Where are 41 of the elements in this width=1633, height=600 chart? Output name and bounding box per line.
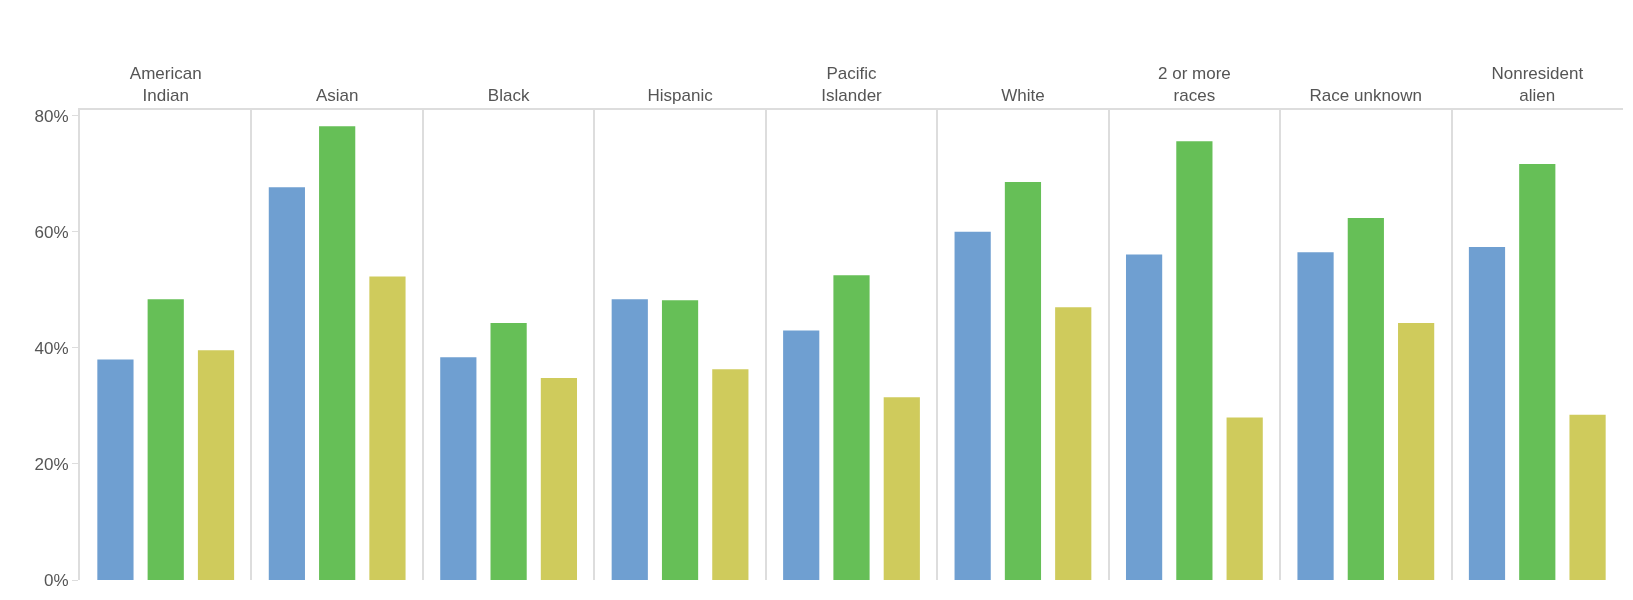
bar bbox=[1176, 141, 1213, 580]
y-tick-label: 20% bbox=[34, 454, 69, 474]
x-tick-label: Hispanic bbox=[647, 86, 714, 106]
x-tick-label: Race unknown bbox=[1309, 86, 1423, 106]
y-tick-label: 80% bbox=[34, 106, 69, 126]
bar bbox=[1226, 417, 1263, 580]
x-tick-label: Nonresident alien bbox=[1491, 64, 1584, 106]
bar bbox=[833, 275, 870, 580]
bar bbox=[319, 126, 356, 580]
x-tick-label: 2 or more races bbox=[1158, 64, 1231, 106]
bar bbox=[369, 276, 406, 580]
x-tick-label: American Indian bbox=[129, 64, 202, 106]
bar bbox=[268, 187, 305, 580]
bar bbox=[147, 299, 184, 580]
bar bbox=[540, 378, 578, 580]
bar bbox=[1519, 163, 1556, 580]
bar bbox=[1347, 217, 1384, 580]
bar bbox=[611, 299, 648, 580]
bar bbox=[712, 369, 749, 580]
x-tick-label: Asian bbox=[315, 86, 359, 106]
bar bbox=[954, 231, 991, 580]
bar bbox=[490, 322, 527, 580]
x-tick-label: Pacific Islander bbox=[821, 64, 883, 106]
bar bbox=[1125, 254, 1163, 580]
y-tick-label: 40% bbox=[34, 338, 69, 358]
bar bbox=[1468, 246, 1506, 580]
x-tick-label: Black bbox=[487, 86, 530, 106]
bar bbox=[883, 397, 920, 580]
bar bbox=[440, 357, 477, 580]
bar bbox=[97, 359, 134, 580]
bar bbox=[1398, 322, 1435, 580]
bar bbox=[1297, 252, 1334, 580]
bar bbox=[1569, 414, 1606, 580]
bar bbox=[783, 330, 820, 580]
x-tick-label: White bbox=[1001, 86, 1045, 106]
y-tick-label: 60% bbox=[34, 222, 69, 242]
bar bbox=[661, 300, 699, 580]
bar bbox=[197, 350, 235, 580]
y-tick-label: 0% bbox=[44, 570, 69, 590]
bar bbox=[1004, 181, 1042, 580]
bar bbox=[1055, 307, 1092, 580]
